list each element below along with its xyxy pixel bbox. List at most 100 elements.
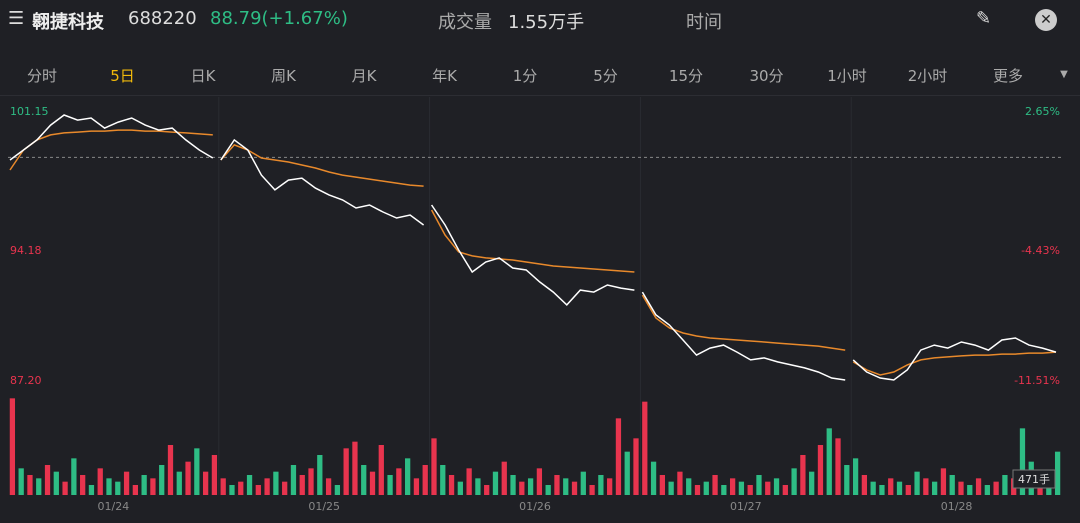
volume-bar [650, 461, 657, 495]
volume-bar [791, 468, 797, 495]
volume-bar [896, 481, 903, 495]
tab[interactable]: 日K [190, 67, 216, 85]
volume-bar [738, 481, 745, 495]
volume-bar [167, 445, 174, 495]
volume-bar [659, 475, 665, 495]
volume-bar [185, 461, 191, 495]
volume-bar [27, 475, 33, 495]
volume-bar [633, 438, 639, 495]
avg-line [641, 294, 846, 351]
volume-bar [940, 468, 947, 495]
edit-icon[interactable]: ✎ [976, 8, 992, 29]
price-line [852, 337, 1057, 381]
date-label: 01/24 [98, 500, 130, 513]
time-label: 时间 [686, 12, 722, 33]
volume-bar [413, 478, 420, 495]
tab[interactable]: 1小时 [827, 67, 867, 85]
volume-bar [457, 481, 463, 495]
volume-bar [536, 468, 543, 495]
volume-label-box [1012, 469, 1056, 489]
volume-bar [607, 478, 613, 495]
volume-bar [932, 481, 938, 495]
volume-bar [325, 478, 332, 495]
volume-bar [800, 455, 806, 495]
volume-bar [53, 471, 59, 495]
stock-price: 88.79(+1.67%) [210, 8, 348, 29]
volume-bar [615, 418, 622, 495]
volume-bar [668, 481, 674, 495]
stock-code: 688220 [128, 8, 197, 29]
volume-bar [826, 428, 832, 495]
avg-line [9, 129, 213, 171]
volume-bar [571, 481, 578, 495]
volume-bar [9, 398, 16, 495]
volume-bar [141, 475, 147, 495]
volume-bar [1002, 475, 1008, 495]
volume-bar [71, 458, 77, 495]
volume-bar [844, 465, 850, 495]
volume-bar [527, 478, 534, 495]
volume-bar [466, 468, 472, 495]
volume-bar [519, 481, 525, 495]
tab[interactable]: 分时 [26, 67, 58, 85]
volume-bar [361, 465, 367, 495]
volume-bar [317, 455, 323, 495]
volume-bar [422, 465, 428, 495]
volume-bar [448, 475, 455, 495]
volume-bar [44, 465, 51, 495]
volume-label: 成交量 [438, 12, 492, 33]
volume-label: 471手 [1018, 472, 1050, 486]
volume-bar [975, 478, 982, 495]
header: ☰ 翱捷科技 688220 88.79(+1.67%) 成交量 1.55万手 时… [0, 0, 1080, 40]
close-button[interactable]: ✕ [1035, 9, 1057, 31]
date-label: 01/26 [519, 500, 551, 513]
tab[interactable]: 5分 [593, 67, 618, 85]
volume-bar [589, 485, 595, 495]
volume-bar [694, 485, 701, 495]
volume-bar [343, 448, 349, 495]
volume-bar [255, 485, 261, 495]
volume-bar [721, 485, 727, 495]
volume-bar [202, 471, 209, 495]
volume-bar [211, 455, 218, 495]
more-arrow[interactable]: ▼ [1060, 69, 1068, 80]
volume-bar [501, 461, 507, 495]
volume-bar [492, 471, 499, 495]
volume-bar [1019, 428, 1026, 495]
avg-line [430, 209, 635, 273]
volume-bar [405, 458, 411, 495]
volume-bar [484, 485, 490, 495]
tab[interactable]: 更多 [992, 67, 1024, 85]
y2-tick-label: 2.65% [1025, 105, 1060, 118]
price-line [641, 291, 846, 381]
tab[interactable]: 5日 [110, 67, 135, 85]
tab[interactable]: 15分 [668, 67, 704, 85]
tab[interactable]: 1分 [512, 67, 538, 85]
volume-bar [642, 401, 648, 495]
volume-bar [440, 465, 446, 495]
tab[interactable]: 周K [271, 67, 296, 85]
volume-bar [194, 448, 200, 495]
volume-bar [282, 481, 288, 495]
volume-bar [923, 478, 929, 495]
volume-bar [88, 485, 95, 495]
tab[interactable]: 2小时 [907, 67, 948, 85]
volume-bar [835, 438, 841, 495]
volume-bar [132, 485, 138, 495]
date-label: 01/25 [308, 500, 340, 513]
volume-bar [686, 478, 692, 495]
volume-bar [1054, 451, 1061, 495]
tab[interactable]: 年K [432, 67, 457, 85]
volume-bar [765, 481, 771, 495]
price-line [430, 204, 635, 306]
tab[interactable]: 月K [351, 67, 377, 85]
volume-bar [36, 478, 42, 495]
volume-bar [677, 471, 683, 495]
tab[interactable]: 30分 [749, 67, 784, 85]
date-label: 01/27 [730, 500, 762, 513]
volume-bar [993, 481, 999, 495]
volume-bar [246, 475, 253, 495]
volume-bar [387, 475, 393, 495]
menu-icon[interactable]: ☰ [8, 8, 25, 29]
